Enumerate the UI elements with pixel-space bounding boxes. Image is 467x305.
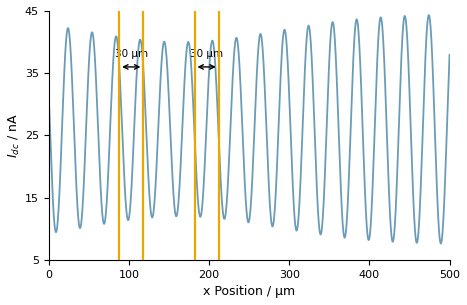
X-axis label: x Position / μm: x Position / μm xyxy=(203,285,295,298)
Text: 30 μm: 30 μm xyxy=(115,49,148,59)
Y-axis label: $I_{dc}$ / nA: $I_{dc}$ / nA xyxy=(7,113,22,158)
Text: 30 μm: 30 μm xyxy=(190,49,223,59)
